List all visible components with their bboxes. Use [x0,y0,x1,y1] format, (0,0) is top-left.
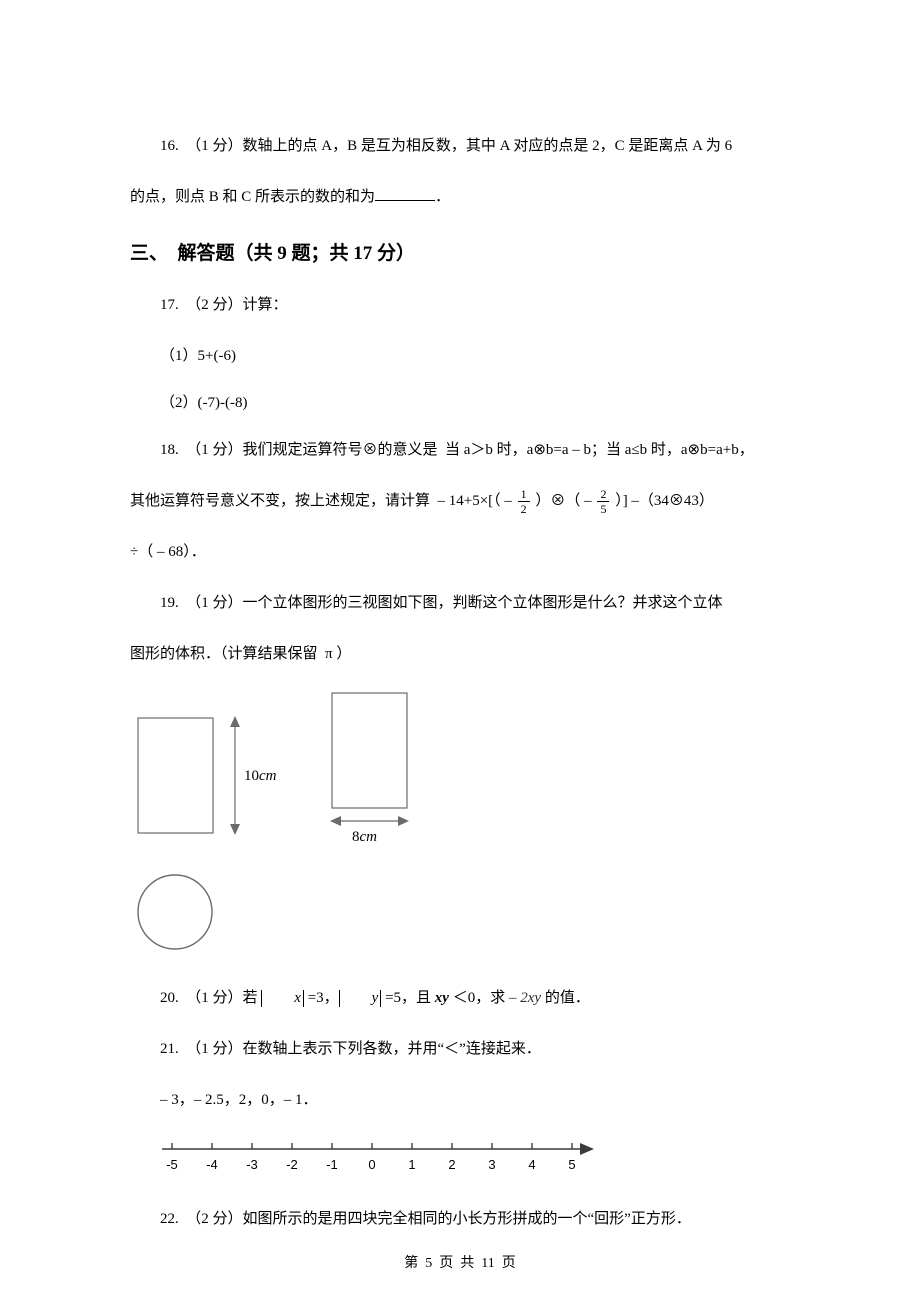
svg-text:-2: -2 [286,1157,298,1172]
svg-text:-1: -1 [326,1157,338,1172]
q16-line1: 16. （1 分）数轴上的点 A，B 是互为相反数，其中 A 对应的点是 2，C… [130,130,790,163]
svg-text:5: 5 [568,1157,575,1172]
height-label: 10cm [244,768,277,784]
fraction-two-fifths: 25 [597,488,609,515]
xy-var: xy [435,990,449,1006]
abs-x: x [261,990,304,1007]
q19-line1: 19. （1 分）一个立体图形的三视图如下图，判断这个立体图形是什么？并求这个立… [130,587,790,620]
q18-line1: 18. （1 分）我们规定运算符号⊗的意义是 当 a＞b 时，a⊗b=a – b… [130,434,790,467]
q17-lead: 17. （2 分）计算： [130,289,790,322]
svg-text:2: 2 [448,1157,455,1172]
width-label: 8cm [352,829,377,845]
svg-text:-3: -3 [246,1157,258,1172]
svg-text:3: 3 [488,1157,495,1172]
q16-line2: 的点，则点 B 和 C 所表示的数的和为 ． [130,181,790,214]
q22-line1: 22. （2 分）如图所示的是用四块完全相同的小长方形拼成的一个“回形”正方形． [130,1203,790,1236]
top-view-circle [130,867,220,957]
page-footer: 第 5 页 共 11 页 [0,1252,920,1272]
q21-line2: – 3，– 2.5，2，0，– 1． [130,1084,790,1117]
svg-text:1: 1 [408,1157,415,1172]
q17-item2: （2）(-7)-(-8) [130,387,790,420]
svg-text:-5: -5 [166,1157,178,1172]
blank-underline [375,186,435,201]
neg2xy-var: – 2xy [509,990,541,1006]
q16-text-c: ． [435,189,450,205]
q18-line2: 其他运算符号意义不变，按上述规定，请计算 – 14+5×[（ – 12 ）⊗（ … [130,485,790,518]
q17-item1: （1）5+(-6) [130,340,790,373]
section-3-heading: 三、 解答题（共 9 题；共 17 分） [130,238,790,265]
side-view-rectangle: 8cm [320,689,430,849]
q18-line3: ÷（ – 68）． [130,536,790,569]
fraction-one-half: 12 [518,488,530,515]
front-view-rectangle: 10cm [130,714,300,849]
abs-y: y [339,990,382,1007]
q20: 20. （1 分）若 x =3，y =5，且 xy ＜0，求 – 2xy 的值． [130,982,790,1015]
q21-line1: 21. （1 分）在数轴上表示下列各数，并用“＜”连接起来． [130,1033,790,1066]
svg-text:0: 0 [368,1157,375,1172]
q16-text-a: 16. （1 分）数轴上的点 A，B 是互为相反数，其中 A 对应的点是 2，C… [160,138,732,154]
q18-line2c: ）] –（34⊗43） [611,493,714,509]
q21-number-line: -5 -4 -3 -2 -1 0 1 2 3 4 5 [162,1135,790,1185]
svg-text:-4: -4 [206,1157,218,1172]
q19-figures-row1: 10cm 8cm [130,689,790,849]
q19-top-view [130,867,790,962]
q19-figures: 10cm 8cm [130,689,790,962]
number-line-svg: -5 -4 -3 -2 -1 0 1 2 3 4 5 [162,1135,602,1180]
q18-line2a: 其他运算符号意义不变，按上述规定，请计算 – 14+5×[（ – [130,493,516,509]
svg-text:4: 4 [528,1157,535,1172]
q16-text-b: 的点，则点 B 和 C 所表示的数的和为 [130,189,375,205]
q19-line2: 图形的体积．（计算结果保留 π ） [130,638,790,671]
q18-line2b: ）⊗（ – [532,493,596,509]
